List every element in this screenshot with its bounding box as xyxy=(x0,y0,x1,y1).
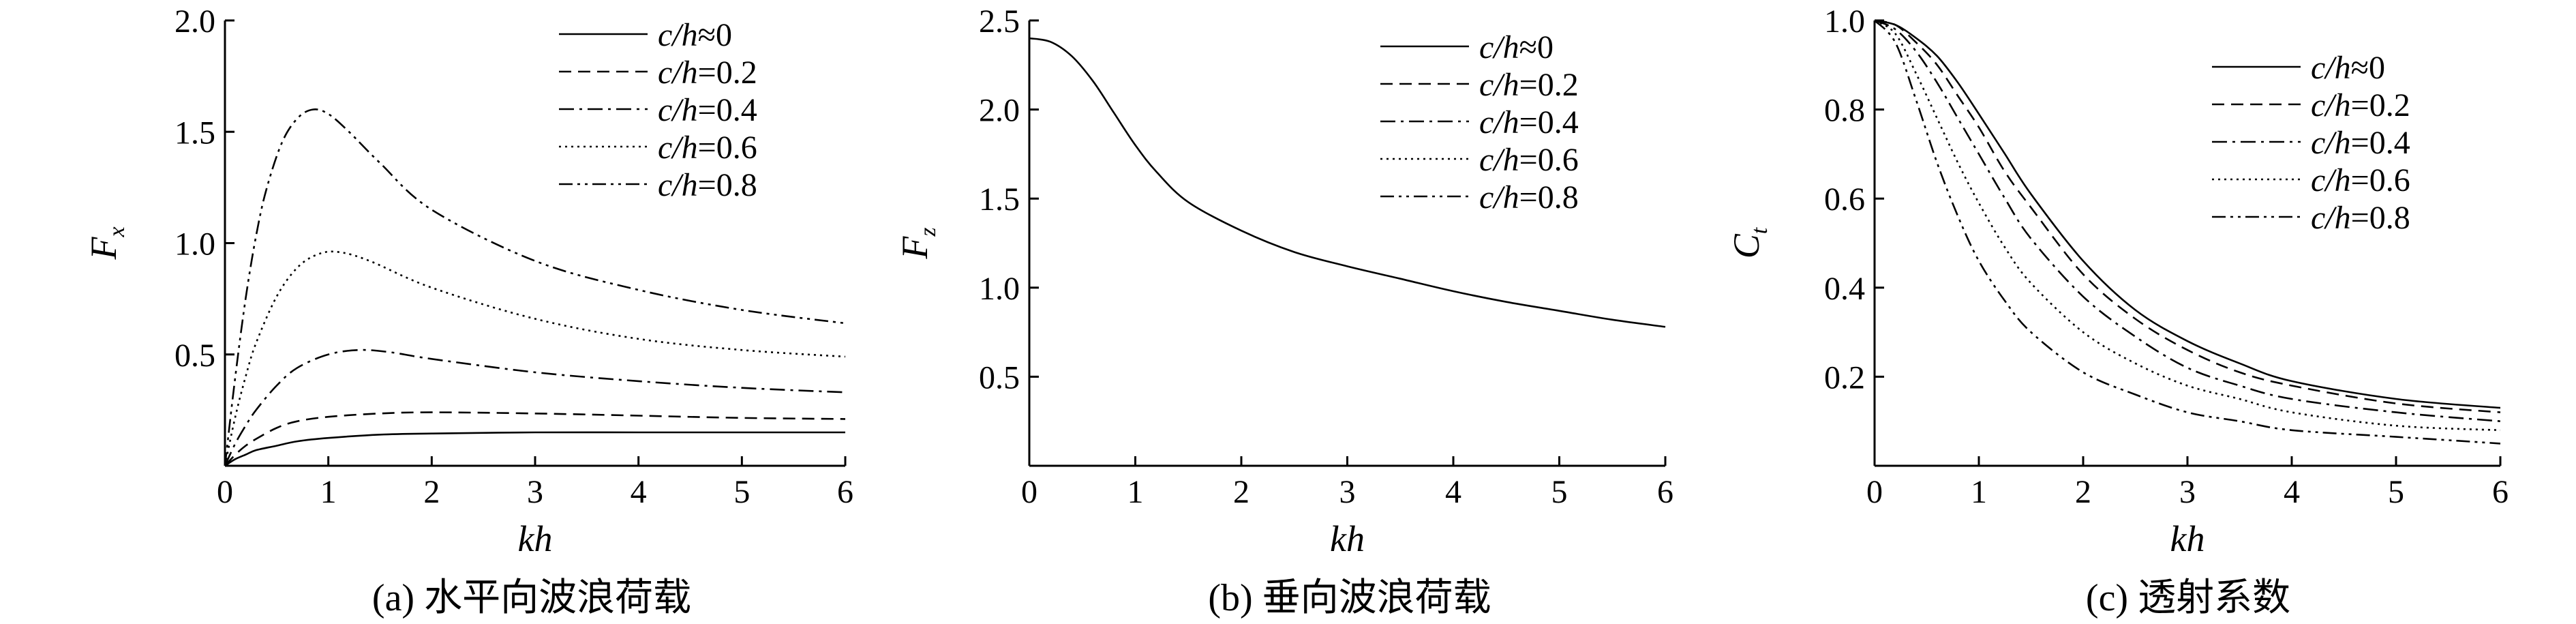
x-tick-label: 6 xyxy=(2492,474,2509,510)
y-tick-label: 2.5 xyxy=(979,3,1020,40)
y-tick-label: 1.0 xyxy=(979,271,1020,307)
legend-label: c/h=0.4 xyxy=(2311,125,2410,161)
panel-caption: (b) 垂向波浪荷载 xyxy=(1208,577,1491,619)
legend-label: c/h=0.4 xyxy=(658,92,757,128)
series-line-1 xyxy=(1874,19,2501,409)
x-tick-label: 1 xyxy=(1971,474,1987,510)
y-tick-label: 0.2 xyxy=(1824,359,1865,396)
x-tick-label: 4 xyxy=(2284,474,2300,510)
legend-label: c/h=0.4 xyxy=(1479,104,1579,140)
legend-label: c/h≈0 xyxy=(658,17,732,53)
x-tick-label: 1 xyxy=(1127,474,1144,510)
series-line-1 xyxy=(1029,37,1666,328)
y-tick-label: 1.0 xyxy=(175,226,215,263)
y-tick-label: 2.0 xyxy=(979,93,1020,129)
x-tick-label: 6 xyxy=(1657,474,1673,510)
series-line-3 xyxy=(224,348,846,466)
x-tick-label: 3 xyxy=(527,474,543,510)
x-axis-label: kh xyxy=(2170,518,2205,559)
legend-label: c/h=0.6 xyxy=(1479,142,1579,178)
legend-label: c/h=0.6 xyxy=(2311,162,2410,198)
chart-panel-1: 0 1 2 3 4 5 60.51.01.52.0khFxc/h≈0c/h=0.2c/h=0… xyxy=(83,3,853,619)
series-line-5 xyxy=(1874,20,2501,445)
x-tick-label: 3 xyxy=(1339,474,1356,510)
x-axis-label: kh xyxy=(1330,518,1365,559)
x-tick-label: 5 xyxy=(1551,474,1568,510)
x-tick-label: 0 xyxy=(1021,474,1037,510)
y-tick-label: 2.0 xyxy=(175,3,215,40)
x-tick-label: 1 xyxy=(320,474,337,510)
legend-label: c/h=0.8 xyxy=(2311,200,2410,236)
y-axis-label: Fz xyxy=(894,227,941,259)
y-tick-label: 0.8 xyxy=(1824,93,1865,129)
series-line-1 xyxy=(224,431,845,467)
x-tick-label: 4 xyxy=(1445,474,1461,510)
y-tick-label: 0.6 xyxy=(1824,181,1865,218)
legend-label: c/h≈0 xyxy=(2311,50,2385,86)
legend-label: c/h=0.2 xyxy=(658,55,757,91)
x-tick-label: 2 xyxy=(1233,474,1249,510)
x-tick-label: 3 xyxy=(2179,474,2196,510)
y-tick-label: 0.5 xyxy=(175,338,215,374)
series-line-3 xyxy=(1874,19,2501,422)
legend: c/h≈0c/h=0.2c/h=0.4c/h=0.6c/h=0.8 xyxy=(1380,29,1579,216)
legend: c/h≈0c/h=0.2c/h=0.4c/h=0.6c/h=0.8 xyxy=(2212,50,2410,236)
y-tick-label: 1.5 xyxy=(979,181,1020,218)
x-tick-label: 5 xyxy=(2388,474,2404,510)
x-tick-label: 2 xyxy=(2075,474,2091,510)
x-tick-label: 5 xyxy=(733,474,750,510)
panel-caption: (c) 透射系数 xyxy=(2086,577,2290,619)
series-line-4 xyxy=(1874,19,2501,432)
legend-label: c/h≈0 xyxy=(1479,29,1554,65)
y-axis-label: Fx xyxy=(83,226,130,260)
y-tick-label: 0.4 xyxy=(1824,271,1865,307)
x-tick-label: 0 xyxy=(1866,474,1883,510)
y-tick-label: 1.5 xyxy=(175,115,215,151)
series-line-2 xyxy=(1874,19,2501,413)
x-axis-label: kh xyxy=(518,518,553,559)
x-tick-label: 2 xyxy=(423,474,440,510)
y-tick-label: 0.5 xyxy=(979,359,1020,396)
x-tick-label: 4 xyxy=(631,474,647,510)
x-tick-label: 0 xyxy=(217,474,233,510)
legend-label: c/h=0.2 xyxy=(2311,87,2410,123)
y-tick-label: 1.0 xyxy=(1824,3,1865,40)
legend-label: c/h=0.6 xyxy=(658,130,757,166)
legend-label: c/h=0.8 xyxy=(658,167,757,203)
legend: c/h≈0c/h=0.2c/h=0.4c/h=0.6c/h=0.8 xyxy=(559,17,757,203)
series-line-5 xyxy=(224,108,846,466)
chart-panel-2: 0 1 2 3 4 5 60.51.01.52.02.5khFzc/h≈0c/h=0.2c/… xyxy=(894,3,1673,619)
panel-caption: (a) 水平向波浪荷载 xyxy=(372,577,691,619)
legend-label: c/h=0.8 xyxy=(1479,179,1579,216)
y-axis-label: Ct xyxy=(1726,226,1772,258)
legend-label: c/h=0.2 xyxy=(1479,67,1579,103)
chart-panel-3: 0 1 2 3 4 5 60.20.40.60.81.0khCtc/h≈0c/h=0.2c/… xyxy=(1726,3,2509,619)
x-tick-label: 6 xyxy=(837,474,853,510)
